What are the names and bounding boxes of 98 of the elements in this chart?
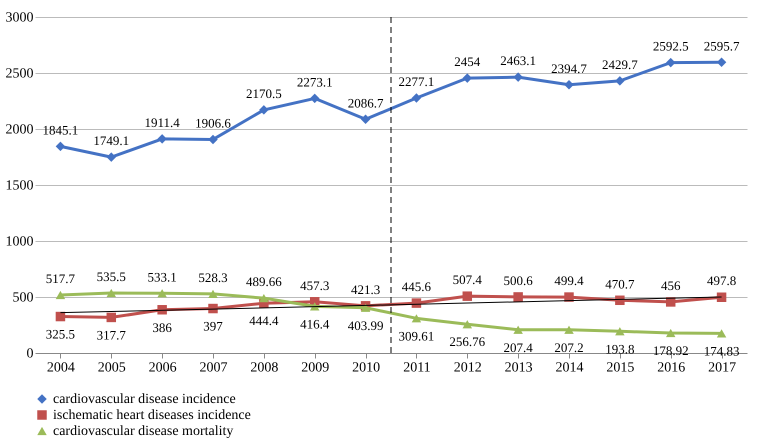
- data-label: 2086.7: [348, 95, 384, 110]
- x-tick-label: 2004: [46, 360, 75, 376]
- point: [615, 327, 625, 336]
- legend-label: ischematic heart diseases incidence: [53, 408, 251, 423]
- point: [716, 292, 726, 302]
- data-label: 1845.1: [42, 122, 78, 138]
- data-label: 403.99: [348, 318, 384, 333]
- point: [157, 289, 167, 298]
- data-label: 325.5: [46, 326, 76, 342]
- point: [564, 326, 574, 334]
- x-tick-label: 2014: [556, 360, 584, 376]
- y-tick-label: 3000: [6, 10, 34, 26]
- point: [412, 93, 422, 103]
- data-label: 397: [203, 318, 224, 334]
- point: [259, 105, 269, 115]
- point: [208, 134, 218, 144]
- data-label: 2454: [454, 54, 481, 70]
- x-tick-label: 2012: [454, 360, 482, 376]
- point: [157, 134, 167, 144]
- point: [462, 291, 472, 301]
- point: [666, 328, 676, 338]
- data-label: 2595.7: [704, 38, 740, 54]
- x-tick-label: 2005: [98, 360, 126, 376]
- data-label: 207.4: [504, 340, 534, 355]
- point: [615, 76, 625, 86]
- point: [56, 312, 66, 322]
- data-label: 457.3: [300, 278, 330, 293]
- point: [716, 58, 726, 68]
- point: [310, 94, 320, 104]
- data-label: 256.76: [449, 334, 486, 350]
- data-label: 500.6: [504, 272, 534, 288]
- point: [412, 314, 422, 322]
- data-label: 1911.4: [144, 114, 180, 130]
- data-label: 507.4: [452, 272, 482, 288]
- point: [106, 312, 116, 322]
- data-label: 2277.1: [398, 74, 434, 89]
- point: [462, 73, 472, 83]
- point: [360, 304, 370, 312]
- data-label: 193.8: [605, 341, 634, 356]
- data-label: 489.66: [246, 274, 282, 290]
- data-label: 1906.6: [195, 115, 232, 130]
- point: [513, 326, 523, 334]
- data-label: 178.92: [652, 342, 689, 358]
- y-tick-label: 2000: [6, 122, 34, 138]
- point: [106, 152, 116, 162]
- y-tick-label: 1500: [6, 178, 34, 194]
- point: [564, 80, 574, 90]
- data-label: 2592.5: [652, 38, 689, 54]
- data-label: 535.5: [96, 269, 126, 284]
- data-label: 2394.7: [551, 60, 588, 76]
- point: [666, 58, 676, 68]
- data-label: 445.6: [402, 279, 432, 294]
- point: [513, 292, 523, 302]
- point: [360, 114, 370, 124]
- x-tick-label: 2015: [606, 360, 634, 376]
- data-label: 174.83: [704, 343, 740, 358]
- data-label: 528.3: [198, 270, 228, 285]
- data-label: 386: [152, 320, 172, 335]
- data-label: 533.1: [148, 269, 177, 284]
- data-label: 317.7: [96, 327, 126, 342]
- x-tick-label: 2009: [301, 360, 330, 376]
- data-label: 2170.5: [246, 86, 282, 101]
- point: [513, 72, 523, 82]
- point: [259, 294, 269, 302]
- x-tick-label: 2016: [657, 360, 686, 376]
- y-tick-label: 2500: [6, 66, 34, 82]
- data-label: 497.8: [706, 273, 736, 288]
- data-label: 2429.7: [602, 56, 638, 72]
- data-label: 456: [660, 278, 681, 293]
- legend-label: cardiovascular disease mortality: [53, 424, 234, 439]
- data-label: 309.61: [398, 328, 434, 344]
- point: [56, 142, 66, 152]
- x-tick-label: 2017: [708, 360, 736, 376]
- x-tick-label: 2011: [403, 360, 431, 376]
- data-label: 207.2: [554, 340, 584, 355]
- point: [462, 320, 472, 328]
- data-label: 2463.1: [500, 53, 536, 68]
- data-label: 517.7: [46, 271, 76, 286]
- data-label: 499.4: [554, 273, 584, 288]
- y-tick-label: 1000: [6, 234, 34, 250]
- x-tick-label: 2013: [504, 360, 533, 376]
- point: [208, 290, 218, 298]
- data-label: 421.3: [350, 282, 380, 297]
- point: [716, 329, 726, 338]
- x-tick-label: 2010: [352, 360, 380, 376]
- x-tick-label: 2008: [250, 360, 278, 376]
- point: [56, 290, 66, 300]
- y-tick-label: 500: [12, 290, 34, 306]
- data-label: 2273.1: [296, 74, 333, 90]
- x-tick-label: 2007: [200, 360, 228, 376]
- data-label: 470.7: [605, 276, 635, 292]
- data-label: 416.4: [300, 316, 330, 332]
- data-label: 1749.1: [93, 133, 130, 148]
- x-tick-label: 2006: [148, 360, 177, 376]
- y-tick-label: 0: [26, 346, 34, 362]
- data-label: 444.4: [249, 313, 279, 328]
- point: [106, 288, 116, 298]
- legend-label: cardiovascular disease incidence: [53, 392, 236, 407]
